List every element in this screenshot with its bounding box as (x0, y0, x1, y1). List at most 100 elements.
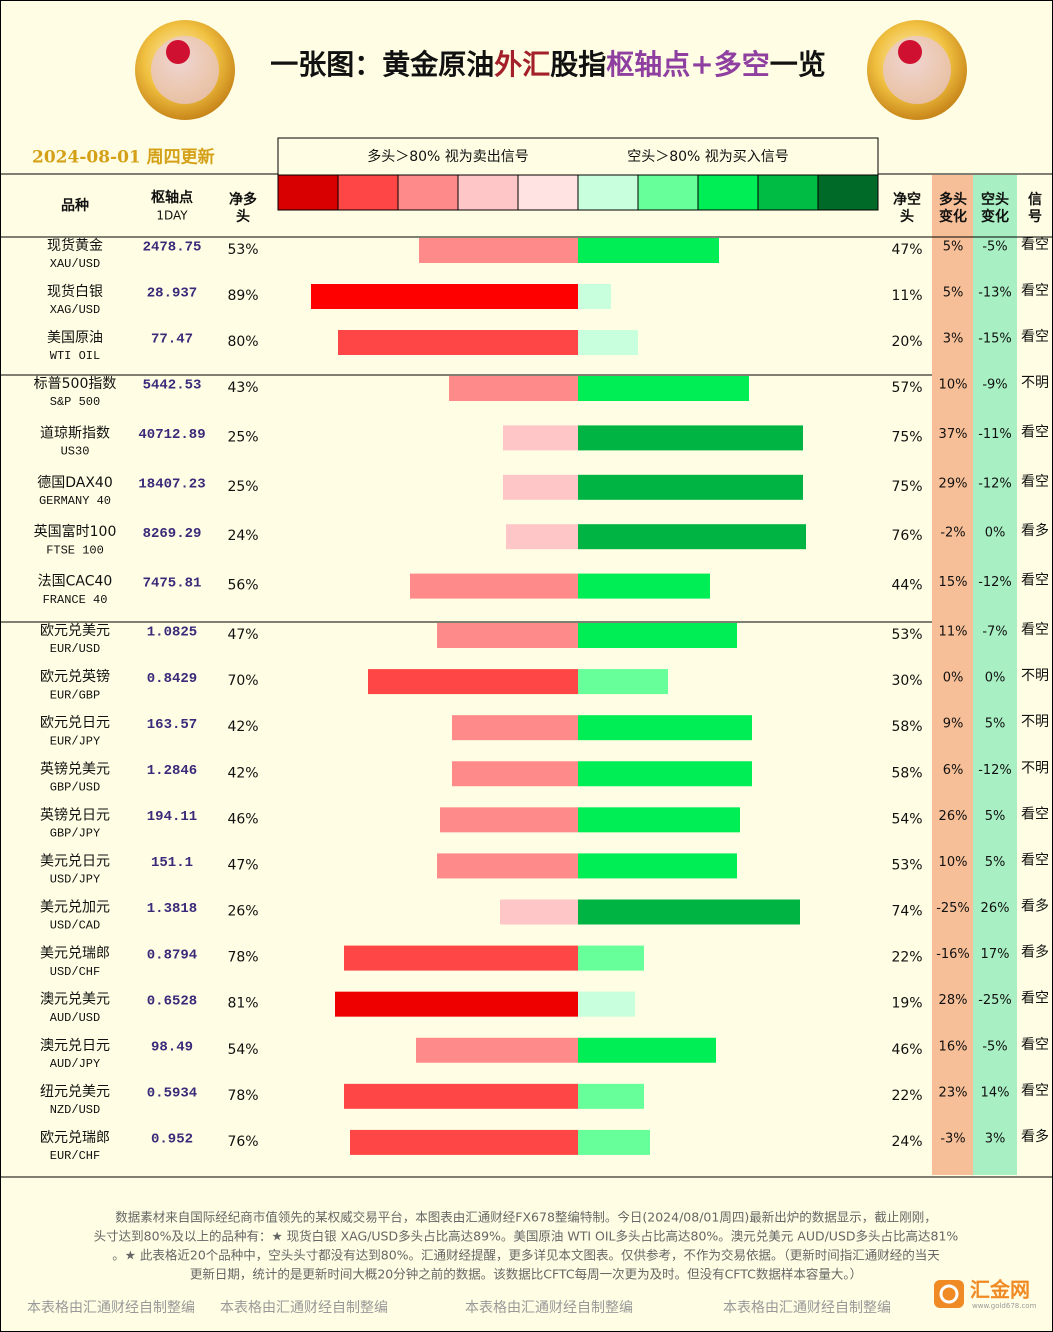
long-bar (506, 524, 578, 550)
pivot: 194.11 (147, 809, 197, 825)
net-short: 75% (891, 479, 922, 495)
net-long: 89% (227, 288, 258, 304)
footer-line: 更新日期，统计的是更新时间大概20分钟之前的数据。该数据比CFTC每周一次更为及… (190, 1267, 862, 1282)
long-change: 11% (939, 625, 968, 640)
column-header: 多头 (939, 191, 967, 208)
long-bar (419, 238, 578, 263)
long-change: 15% (939, 575, 968, 590)
long-bar (440, 807, 578, 833)
pivot: 163.57 (147, 717, 197, 733)
short-change: 14% (981, 1085, 1010, 1100)
legend-swatch (457, 174, 519, 211)
short-bar (578, 715, 752, 741)
net-short: 58% (891, 719, 922, 735)
net-long: 43% (227, 380, 258, 396)
net-short: 57% (891, 380, 922, 396)
short-bar (578, 807, 740, 833)
row-code: GBP/USD (50, 780, 100, 794)
pivot: 1.3818 (147, 901, 197, 917)
long-bar (449, 376, 578, 401)
row-name: 标普500指数 (34, 376, 117, 392)
column-header: 信 (1028, 191, 1042, 208)
long-change: 16% (939, 1039, 968, 1054)
short-bar (578, 1083, 644, 1109)
row-code: XAU/USD (50, 257, 100, 271)
net-short: 58% (891, 765, 922, 781)
column-header: 变化 (939, 208, 967, 225)
long-bar (503, 474, 578, 500)
column-header: 净多 (229, 191, 257, 208)
date: 2024-08-01 周四更新 (32, 147, 215, 168)
row-name: 法国CAC40 (38, 574, 113, 590)
short-change: -12% (978, 476, 1012, 491)
logo-url: www.gold678.com (972, 1302, 1037, 1310)
legend-swatch (577, 174, 639, 211)
signal: 看空 (1021, 1037, 1049, 1053)
net-long: 42% (227, 765, 258, 781)
row-name: 美元兑加元 (40, 900, 110, 916)
row-code: USD/CHF (50, 965, 100, 979)
long-bar (410, 573, 578, 599)
column-header: 1DAY (156, 209, 188, 223)
signal: 看多 (1021, 522, 1049, 539)
row-code: EUR/CHF (50, 1149, 100, 1163)
short-bar (578, 330, 638, 355)
signal: 不明 (1021, 668, 1049, 684)
long-change: 37% (939, 427, 968, 442)
column-header: 枢轴点 (151, 189, 193, 206)
net-short: 22% (891, 950, 922, 966)
watermark: 本表格由汇通财经自制整编 (220, 1300, 388, 1316)
signal: 不明 (1021, 714, 1049, 730)
row-code: AUD/JPY (50, 1057, 100, 1071)
pivot: 0.8429 (147, 671, 197, 687)
net-long: 53% (227, 242, 258, 258)
signal: 看多 (1021, 1128, 1049, 1145)
row-name: 欧元兑日元 (40, 715, 110, 731)
short-change: -13% (978, 286, 1012, 301)
long-change: 10% (939, 855, 968, 870)
short-change: -12% (978, 575, 1012, 590)
net-long: 81% (227, 996, 258, 1012)
long-bar (437, 623, 578, 648)
net-long: 26% (227, 904, 258, 920)
long-change: 5% (943, 240, 964, 255)
signal: 看空 (1021, 573, 1049, 589)
row-name: 英镑兑美元 (40, 760, 110, 777)
pivot: 1.0825 (147, 625, 197, 641)
pivot: 7475.81 (143, 575, 202, 591)
long-bar (311, 284, 578, 309)
pivot: 98.49 (151, 1039, 193, 1055)
legend-swatch (397, 174, 459, 211)
row-name: 美元兑日元 (40, 853, 110, 869)
net-long: 46% (227, 811, 258, 827)
title-part: 枢轴点+多空 (606, 48, 769, 81)
row-code: NZD/USD (50, 1103, 100, 1117)
signal: 看空 (1021, 474, 1049, 490)
row-code: WTI OIL (50, 349, 100, 363)
logo-text: 汇金网 (970, 1278, 1030, 1302)
row-name: 道琼斯指数 (40, 425, 110, 441)
signal: 看空 (1021, 991, 1049, 1007)
signal: 看空 (1021, 283, 1049, 299)
net-long: 54% (227, 1042, 258, 1058)
short-change: -11% (978, 427, 1012, 442)
net-short: 53% (891, 857, 922, 873)
legend-swatch (817, 174, 879, 211)
short-bar (578, 474, 803, 500)
row-code: US30 (61, 445, 90, 459)
pivot: 40712.89 (138, 427, 205, 443)
pivot: 18407.23 (138, 477, 205, 493)
logo: 汇金网 www.gold678.com (934, 1278, 1037, 1310)
net-long: 78% (227, 1088, 258, 1104)
net-short: 11% (891, 288, 922, 304)
signal: 不明 (1021, 760, 1049, 776)
row-name: 美元兑瑞郎 (40, 946, 110, 962)
short-bar (578, 623, 737, 648)
long-bar (452, 761, 578, 787)
pivot: 1.2846 (147, 763, 197, 779)
net-short: 75% (891, 429, 922, 445)
row-name: 欧元兑美元 (40, 623, 110, 639)
long-change: 29% (939, 476, 968, 491)
row-name: 美国原油 (47, 330, 103, 346)
